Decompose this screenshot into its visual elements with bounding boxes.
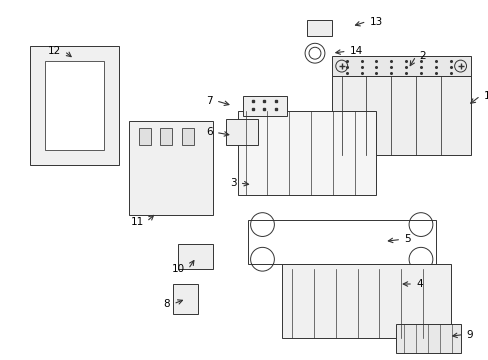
Text: 4: 4	[415, 279, 422, 289]
Polygon shape	[44, 61, 104, 150]
Text: 2: 2	[418, 51, 425, 61]
Bar	[139, 127, 150, 145]
Polygon shape	[237, 111, 376, 195]
Text: 10: 10	[172, 264, 185, 274]
Text: 11: 11	[130, 217, 143, 226]
Text: 1: 1	[483, 91, 488, 101]
Text: 9: 9	[466, 329, 472, 339]
Polygon shape	[178, 244, 213, 269]
Polygon shape	[306, 19, 331, 36]
Polygon shape	[247, 220, 435, 264]
Polygon shape	[331, 76, 469, 155]
Text: 6: 6	[206, 127, 213, 138]
Text: 13: 13	[369, 17, 382, 27]
Bar	[182, 127, 194, 145]
Polygon shape	[331, 56, 469, 76]
Text: 5: 5	[403, 234, 410, 244]
Polygon shape	[30, 46, 119, 165]
Polygon shape	[282, 264, 450, 338]
Text: 8: 8	[163, 299, 170, 309]
Polygon shape	[242, 96, 286, 116]
Bar	[160, 127, 172, 145]
Text: 3: 3	[230, 178, 236, 188]
Polygon shape	[395, 324, 460, 354]
Polygon shape	[173, 284, 198, 314]
Text: 12: 12	[48, 46, 61, 56]
Polygon shape	[225, 118, 257, 145]
Polygon shape	[128, 121, 213, 215]
Text: 14: 14	[349, 46, 362, 56]
Text: 7: 7	[206, 96, 213, 106]
